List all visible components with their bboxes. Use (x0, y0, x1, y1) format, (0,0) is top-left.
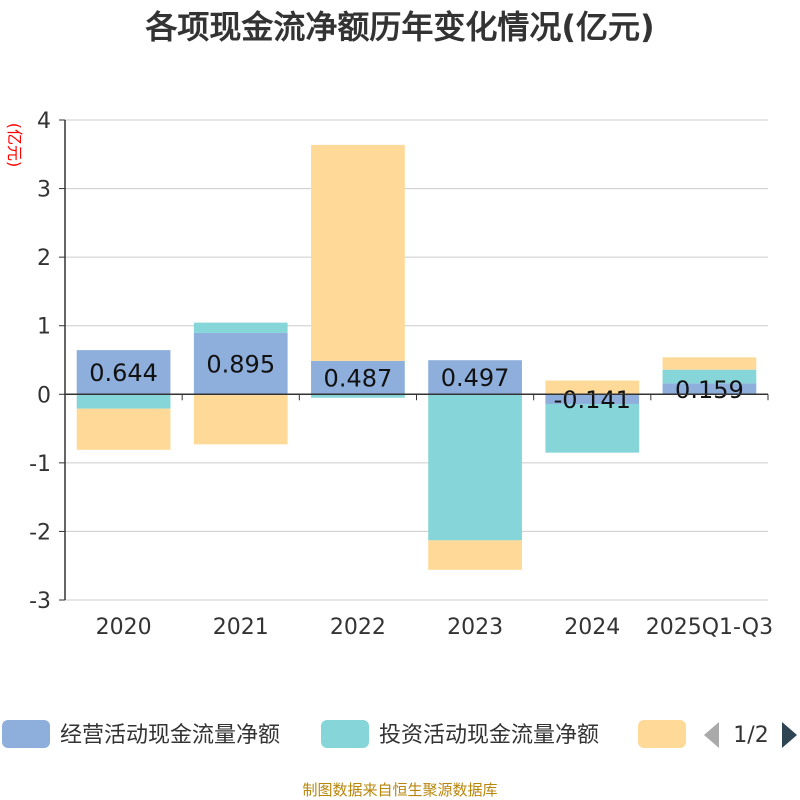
bar-2020-series-2 (76, 408, 171, 450)
legend-label: 经营活动现金流量净额 (60, 723, 280, 748)
next-page-icon[interactable] (782, 722, 797, 748)
bar-2020-series-0 (76, 350, 171, 395)
bars (76, 144, 757, 570)
data-label: 0.159 (675, 376, 744, 404)
x-tick-label: 2021 (213, 615, 269, 640)
bar-2021-series-2 (193, 394, 288, 445)
y-tick-label: -1 (29, 452, 51, 477)
axes: 4 3 2 1 0 -1 -2 -3 2020 2021 2022 2023 2024 2025Q1-Q3 (29, 109, 773, 640)
bar-2020-series-1 (76, 394, 171, 409)
data-label: 0.895 (206, 351, 275, 379)
bar-2022-series-2 (311, 144, 405, 361)
x-tick-label: 2020 (96, 615, 152, 640)
bar-2023-series-1 (428, 394, 522, 541)
bar-2024-series-1 (545, 403, 640, 453)
legend-page-indicator: 1/2 (733, 723, 768, 748)
data-label: -0.141 (554, 386, 631, 414)
y-tick-label: 0 (37, 383, 51, 408)
y-tick-label: -3 (29, 589, 51, 614)
x-tick-label: 2022 (330, 615, 386, 640)
data-label: 0.497 (441, 364, 510, 392)
y-tick-label: 2 (37, 246, 51, 271)
chart-title: 各项现金流净额历年变化情况(亿元) (145, 8, 654, 46)
legend-swatch (638, 720, 686, 748)
legend-swatch (2, 720, 50, 748)
x-tick-label: 2023 (447, 615, 503, 640)
y-tick-label: 3 (37, 178, 51, 203)
bar-2023-series-0 (428, 360, 522, 395)
legend-swatch (321, 720, 369, 748)
y-axis-label: (亿元) (5, 123, 24, 168)
bar-2023-series-2 (428, 540, 522, 570)
prev-page-icon (704, 722, 719, 748)
bar-2021-series-1 (193, 322, 288, 333)
gridlines (65, 119, 768, 601)
bar-2021-series-0 (193, 332, 288, 395)
legend-label: 投资活动现金流量净额 (379, 723, 599, 748)
y-tick-label: 1 (37, 315, 51, 340)
legend: 经营活动现金流量净额 投资活动现金流量净额 1/2 (2, 720, 797, 748)
data-label: 0.487 (324, 365, 393, 393)
bar-2025Q1-Q3-series-1 (662, 369, 757, 384)
bar-2025Q1-Q3-series-0 (662, 383, 757, 395)
bar-2024-series-2 (545, 380, 640, 395)
x-tick-label: 2025Q1-Q3 (646, 615, 773, 640)
y-tick-label: 4 (37, 109, 51, 134)
y-tick-label: -2 (29, 520, 51, 545)
source-footer: 制图数据来自恒生聚源数据库 (302, 781, 497, 799)
x-tick-label: 2024 (564, 615, 620, 640)
bar-2025Q1-Q3-series-2 (662, 357, 757, 370)
data-labels: 0.644 0.895 0.487 0.497 -0.141 0.159 (89, 351, 744, 415)
bar-2022-series-0 (311, 360, 405, 395)
bar-2022-series-1 (311, 394, 405, 398)
bar-2024-series-0 (545, 394, 640, 404)
data-label: 0.644 (89, 359, 158, 387)
